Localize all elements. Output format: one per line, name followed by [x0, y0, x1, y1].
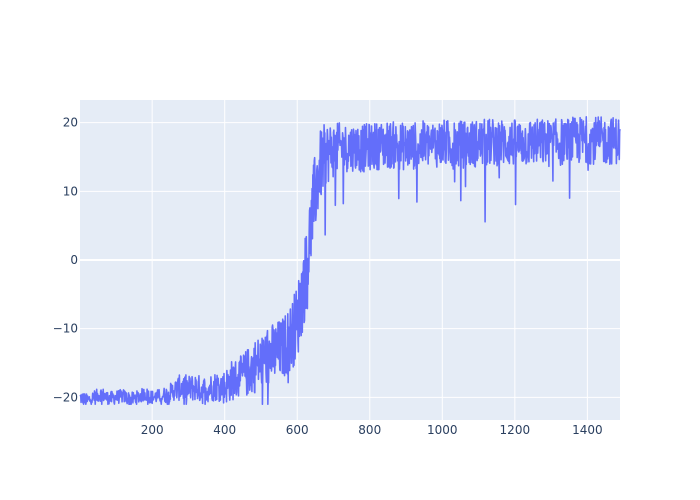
- series-line: [79, 116, 621, 406]
- x-tick-label: 600: [286, 423, 309, 437]
- y-tick-label: −10: [53, 322, 78, 336]
- x-tick-label: 800: [358, 423, 381, 437]
- y-tick-label: 0: [70, 253, 78, 267]
- x-tick-label: 200: [141, 423, 164, 437]
- x-tick-label: 1000: [427, 423, 458, 437]
- y-tick-label: 10: [63, 184, 78, 198]
- y-tick-label: −20: [53, 390, 78, 404]
- series-group: [79, 116, 621, 406]
- y-tick-labels: −20 −10 0 10 20: [53, 116, 78, 405]
- x-tick-labels: 200 400 600 800 1000 1200 1400: [141, 423, 603, 437]
- x-tick-label: 400: [213, 423, 236, 437]
- x-tick-label: 1400: [572, 423, 603, 437]
- x-tick-label: 1200: [500, 423, 531, 437]
- y-tick-label: 20: [63, 116, 78, 130]
